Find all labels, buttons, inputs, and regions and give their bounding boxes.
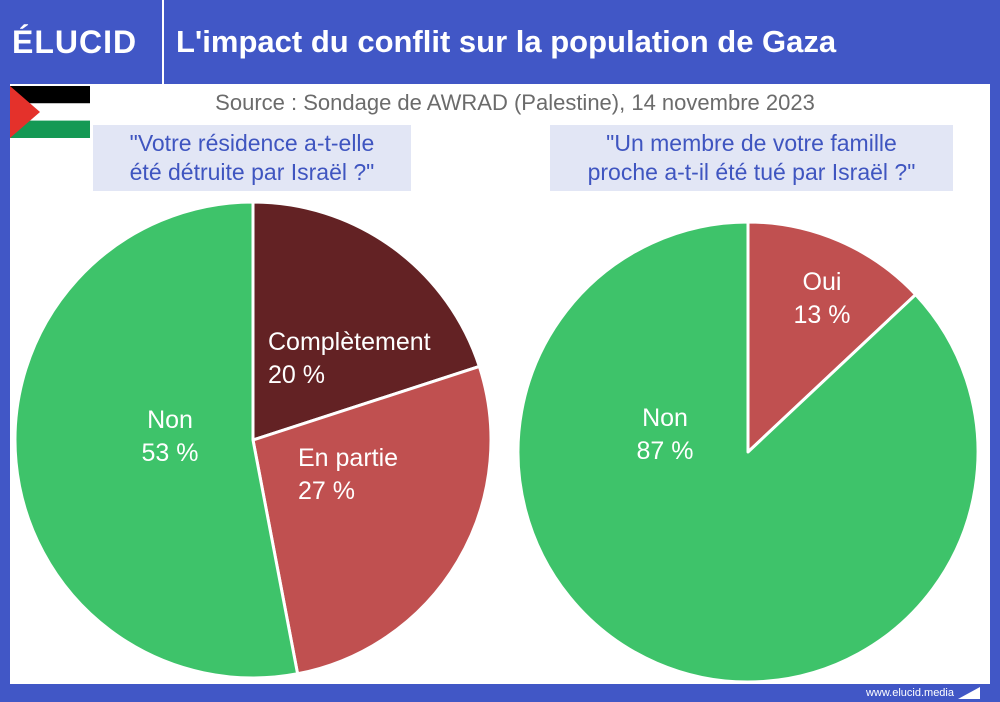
palestine-flag-icon (10, 86, 90, 138)
flag-stripe-black (10, 86, 90, 104)
chart1-label-compl-tement: Complètement (268, 328, 431, 356)
chart2-question-line1: "Un membre de votre famille (606, 130, 897, 156)
elucid-logo: ÉLUCID (12, 24, 138, 60)
chart2-value-oui: 13 % (794, 301, 851, 329)
flag-stripe-green (10, 120, 90, 138)
chart2-label-oui: Oui (803, 268, 842, 296)
chart1-value-compl-tement: 20 % (268, 361, 325, 389)
elucid-mark-icon (958, 687, 980, 699)
chart1-slice-non (13, 200, 300, 680)
chart1-label-non: Non (147, 406, 193, 434)
flag-triangle-red (10, 86, 40, 138)
chart2-question: "Un membre de votre famille proche a-t-i… (550, 125, 953, 191)
header-divider (162, 0, 164, 84)
chart1-value-en-partie: 27 % (298, 477, 355, 505)
source-caption: Source : Sondage de AWRAD (Palestine), 1… (215, 90, 815, 115)
chart1-label-en-partie: En partie (298, 444, 398, 472)
chart1-slice-en-partie (251, 364, 493, 676)
chart2-value-non: 87 % (637, 437, 694, 465)
chart1-value-non: 53 % (142, 439, 199, 467)
page-title: L'impact du conflit sur la population de… (176, 24, 837, 59)
chart2-label-non: Non (642, 404, 688, 432)
footer-bar: www.elucid.media (0, 684, 1000, 702)
chart1-slice-compl-tement (251, 200, 481, 442)
chart2-question-line2: proche a-t-il été tué par Israël ?" (587, 159, 916, 185)
chart2-slice-oui (746, 220, 918, 454)
chart2-slice-non (516, 220, 980, 684)
chart1-question-line1: "Votre résidence a-t-elle (129, 130, 375, 156)
chart1-question: "Votre résidence a-t-elle été détruite p… (93, 125, 411, 191)
chart1-question-line2: été détruite par Israël ?" (129, 159, 375, 185)
footer-url: www.elucid.media (865, 687, 954, 699)
header-bar: ÉLUCID L'impact du conflit sur la popula… (0, 0, 1000, 84)
